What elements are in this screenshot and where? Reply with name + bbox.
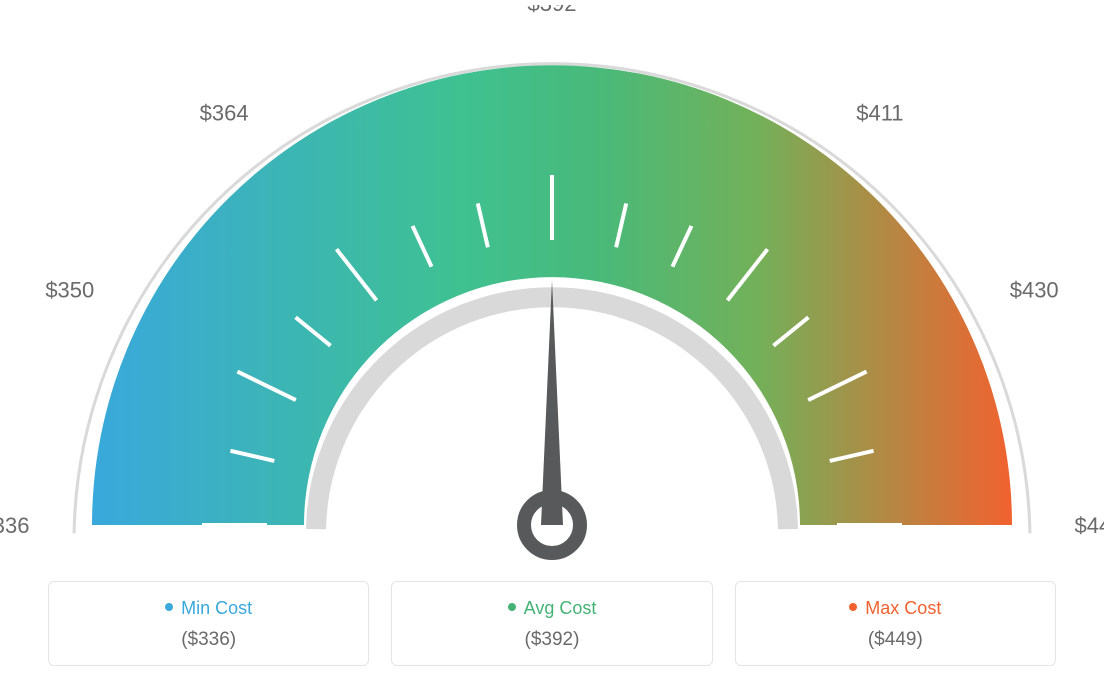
gauge-area: $336 $350 $364 $392 $411 $430 $449 [0,5,1104,570]
gauge-tick-label: $392 [528,5,577,16]
legend-avg-title: Avg Cost [392,598,711,619]
legend-avg-value: ($392) [392,629,711,651]
gauge-tick-label: $350 [45,277,94,302]
gauge-tick-label: $449 [1075,513,1104,538]
dot-icon-avg [508,603,516,611]
legend-card-min: Min Cost ($336) [48,581,369,666]
legend-card-avg: Avg Cost ($392) [391,581,712,666]
dot-icon-min [165,603,173,611]
legend-max-title: Max Cost [736,598,1055,619]
legend-min-label: Min Cost [181,598,252,618]
legend-avg-label: Avg Cost [524,598,597,618]
legend-min-title: Min Cost [49,598,368,619]
legend-row: Min Cost ($336) Avg Cost ($392) Max Cost… [48,581,1056,666]
gauge-chart-container: { "gauge": { "type": "gauge", "center_x"… [0,0,1104,690]
gauge-tick-label: $336 [0,513,29,538]
gauge-svg: $336 $350 $364 $392 $411 $430 $449 [0,5,1104,570]
gauge-tick-label: $430 [1010,277,1059,302]
gauge-tick-label: $364 [200,100,249,125]
legend-max-value: ($449) [736,629,1055,651]
dot-icon-max [849,603,857,611]
gauge-needle [541,280,563,525]
legend-card-max: Max Cost ($449) [735,581,1056,666]
legend-min-value: ($336) [49,629,368,651]
legend-max-label: Max Cost [865,598,941,618]
gauge-tick-label: $411 [856,100,903,125]
